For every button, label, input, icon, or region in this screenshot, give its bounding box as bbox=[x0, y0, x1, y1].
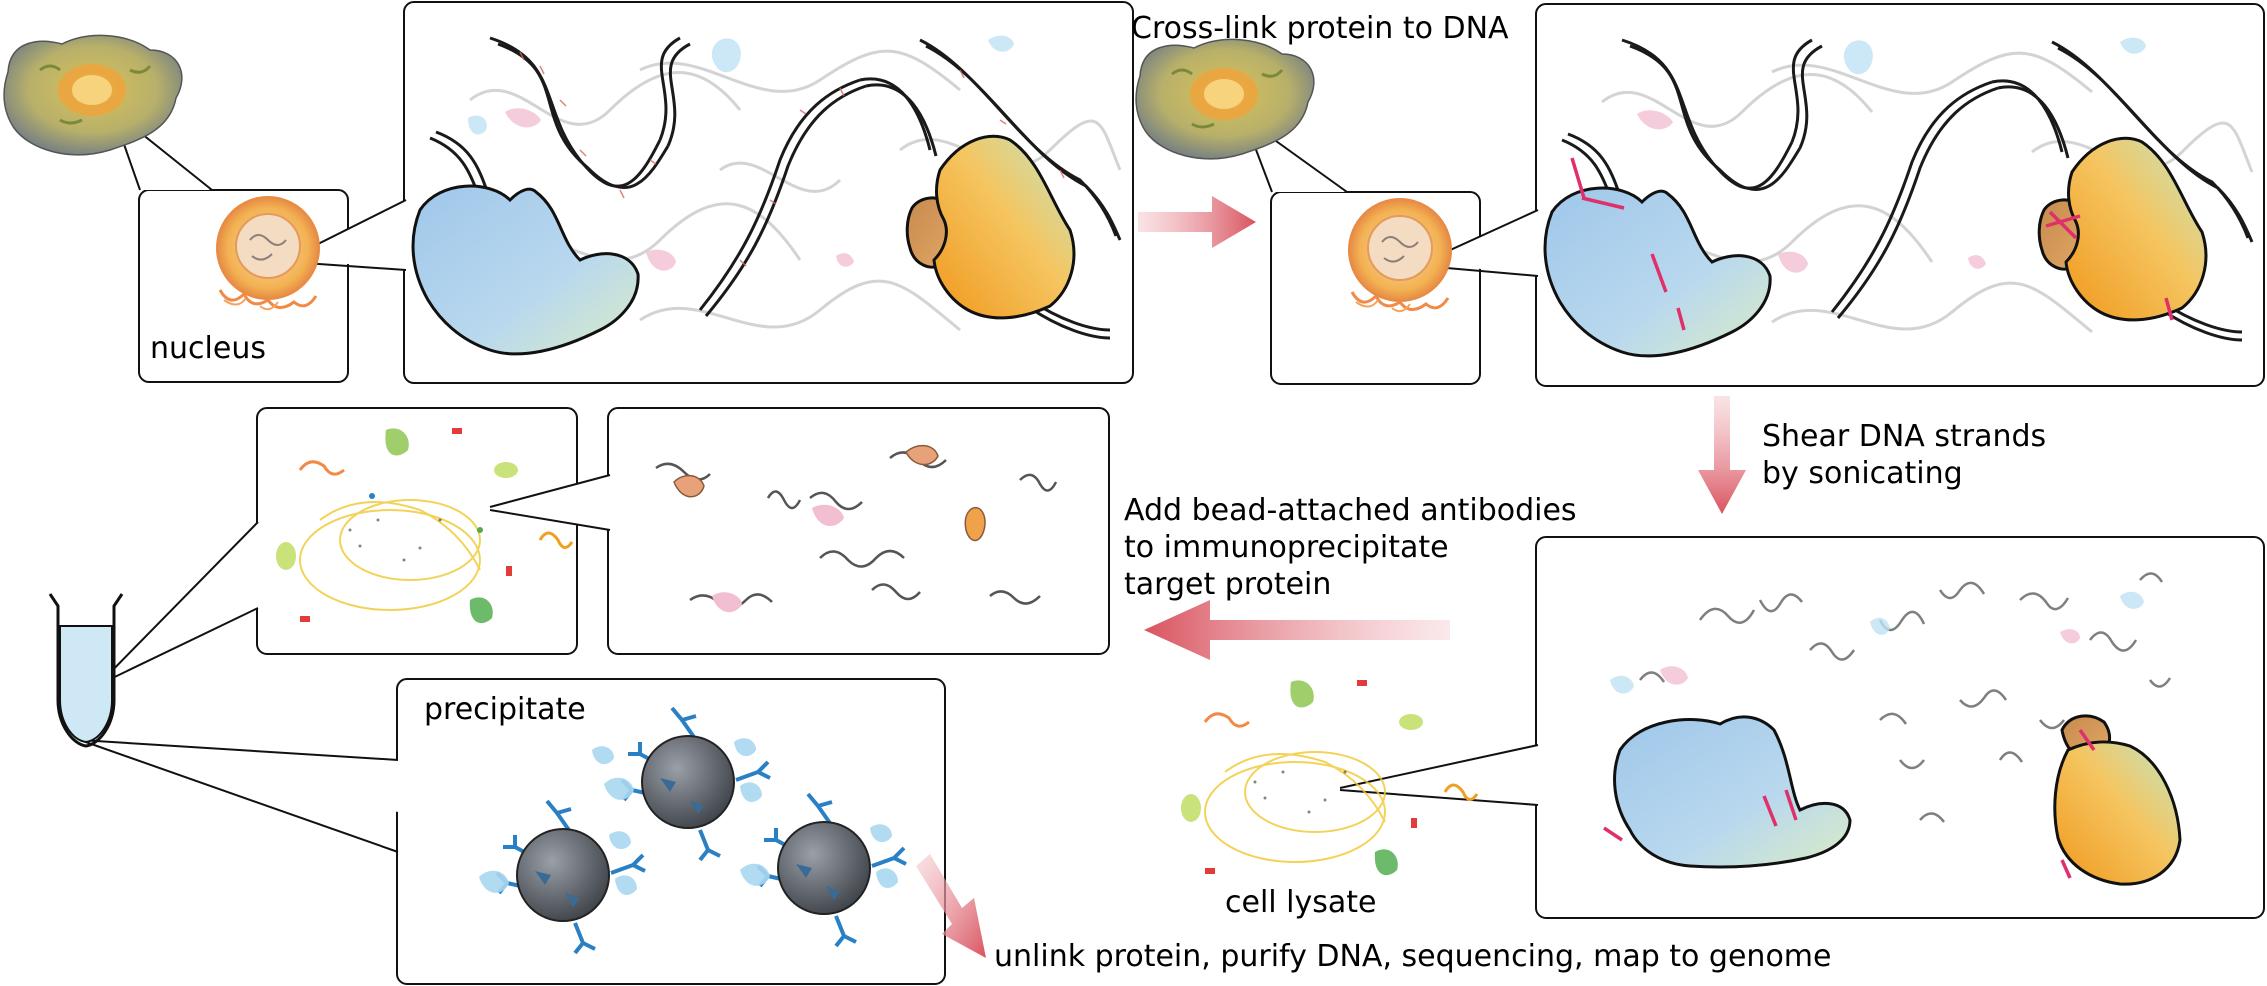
nucleus-label: nucleus bbox=[150, 331, 266, 366]
antibody-bead-icon-2 bbox=[479, 799, 646, 955]
protein-blob-icon-orange-sheared bbox=[2053, 740, 2182, 886]
crosslink-bond-icon bbox=[1570, 157, 2174, 331]
arrow-right-icon bbox=[1138, 196, 1256, 248]
precipitate-label: precipitate bbox=[424, 692, 586, 727]
cell-lysate-icon bbox=[1181, 680, 1479, 876]
cell-lysate-label: cell lysate bbox=[1225, 885, 1377, 920]
sheared-panel bbox=[1603, 572, 2182, 886]
cell-icon-1 bbox=[3, 34, 183, 156]
antibody-bead-icon-1 bbox=[592, 706, 771, 862]
nucleus-icon-1 bbox=[216, 196, 320, 311]
lysate-zoom-panel bbox=[276, 428, 574, 624]
arrow-down-icon bbox=[1698, 396, 1746, 514]
shear-step-label: Shear DNA strands by sonicating bbox=[1762, 419, 2047, 491]
chromatin-panel-1 bbox=[411, 35, 1122, 356]
protein-blob-icon-blue-1 bbox=[411, 184, 640, 356]
chromatin-panel-2 bbox=[1543, 37, 2254, 358]
antibody-beads bbox=[479, 706, 907, 955]
process-arrows bbox=[916, 196, 1746, 958]
fragments-box bbox=[607, 407, 1110, 655]
crosslink-step-label: Cross-link protein to DNA bbox=[1131, 11, 1509, 46]
test-tube-icon bbox=[48, 593, 124, 748]
fragments-panel bbox=[655, 444, 1058, 613]
protein-blob-icon-blue-sheared bbox=[1613, 715, 1852, 869]
nucleus-icon-2 bbox=[1348, 198, 1452, 313]
protein-blob-icon-orange-1 bbox=[932, 134, 1076, 320]
arrow-diagonal-icon bbox=[916, 854, 986, 958]
final-steps-label: unlink protein, purify DNA, sequencing, … bbox=[994, 939, 1832, 974]
arrow-left-icon bbox=[1144, 600, 1450, 660]
cell-icon-2 bbox=[1135, 38, 1315, 160]
add-antibodies-step-label: Add bead-attached antibodies to immunopr… bbox=[1124, 493, 1577, 602]
antibody-bead-icon-3 bbox=[740, 792, 907, 948]
